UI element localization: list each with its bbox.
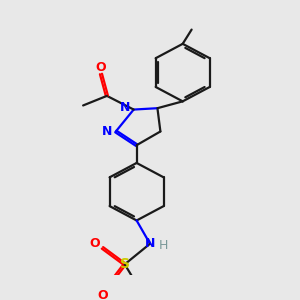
- Text: N: N: [145, 237, 155, 250]
- Text: O: O: [90, 237, 100, 250]
- Text: S: S: [120, 257, 130, 271]
- Text: H: H: [159, 238, 168, 252]
- Text: O: O: [97, 289, 108, 300]
- Text: N: N: [120, 101, 130, 114]
- Text: O: O: [96, 61, 106, 74]
- Text: N: N: [102, 125, 113, 138]
